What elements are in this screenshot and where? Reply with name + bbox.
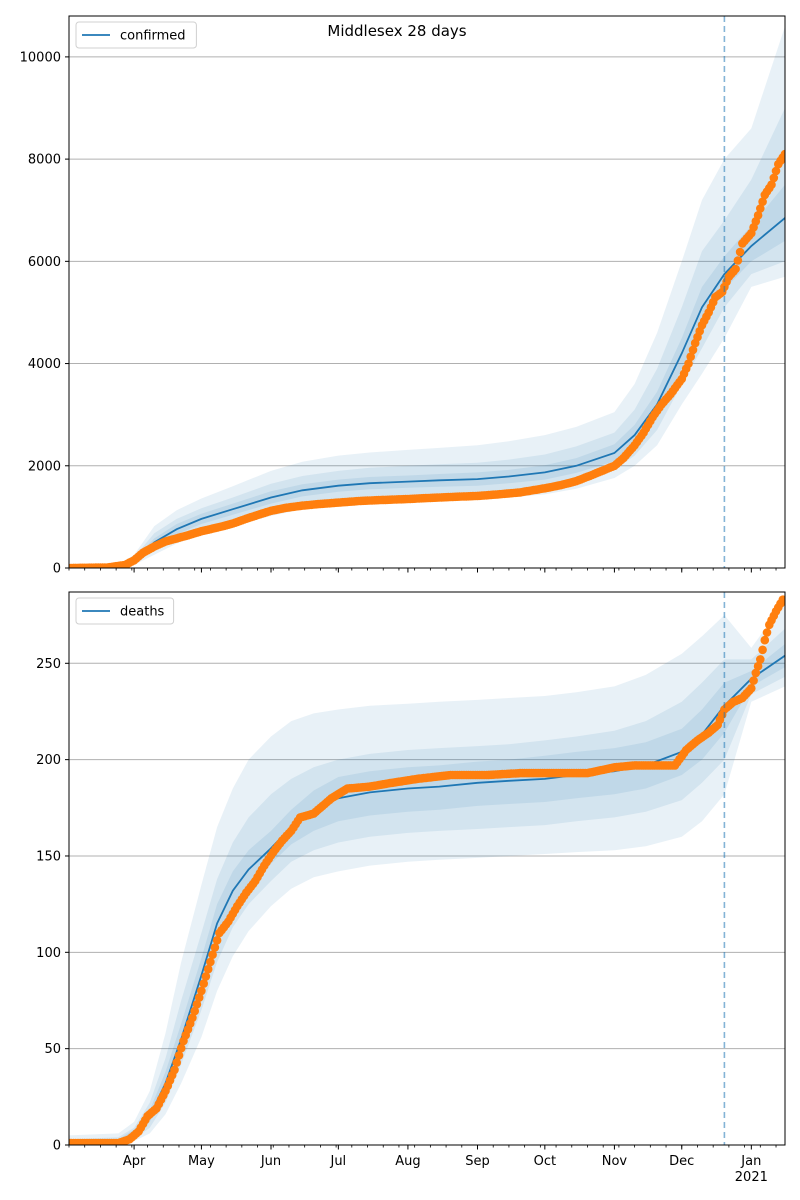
- legend-box: [75, 597, 175, 625]
- observed-point: [767, 180, 776, 189]
- x-tick-label: Jan: [740, 1154, 761, 1169]
- observed-point: [735, 247, 745, 257]
- legend-label: confirmed: [120, 29, 186, 44]
- confirmed-panel: 0 2000 4000 6000 8000 10000 confirmed: [20, 15, 786, 577]
- observed-point: [688, 345, 698, 355]
- uncertainty-band-outer: [69, 601, 785, 1145]
- y-tick-label: 200: [36, 753, 61, 768]
- x-tick-label: Aug: [395, 1154, 420, 1169]
- x-tick-label: Nov: [602, 1154, 628, 1169]
- observed-point: [760, 635, 770, 645]
- observed-point: [208, 950, 217, 959]
- y-tick-label: 50: [44, 1042, 61, 1057]
- figure-title: Middlesex 28 days: [327, 22, 466, 40]
- observed-point: [758, 645, 767, 655]
- legend-box: [75, 21, 197, 49]
- observed-point: [194, 993, 204, 1002]
- uncertainty-band-mid: [69, 108, 785, 568]
- y-tick-label: 8000: [28, 153, 61, 168]
- x-year-label: 2021: [735, 1170, 768, 1185]
- legend: deaths: [75, 597, 175, 625]
- uncertainty-band-mid: [69, 628, 785, 1145]
- plot-area: [69, 26, 785, 568]
- observed-point: [174, 1051, 184, 1060]
- uncertainty-band-outer: [69, 26, 785, 568]
- observed-point: [197, 986, 206, 996]
- deaths-panel: 0 50 100 150 200 250 Apr May Jun Jul Aug Sep Oct Nov D…: [36, 591, 786, 1185]
- observed-point: [778, 595, 785, 604]
- y-tick-label: 4000: [28, 357, 61, 372]
- y-tick-label: 100: [36, 946, 61, 961]
- observed-point: [172, 1058, 181, 1067]
- legend-label: deaths: [120, 605, 165, 620]
- x-tick-label: Dec: [669, 1154, 694, 1169]
- observed-point: [747, 684, 756, 693]
- y-tick-label: 250: [36, 657, 61, 672]
- axes-frame: [68, 15, 786, 569]
- y-tick-label: 2000: [28, 459, 61, 474]
- observed-point: [686, 352, 695, 362]
- x-tick-label: Oct: [534, 1154, 556, 1169]
- observed-point: [188, 1013, 197, 1023]
- observed-point: [170, 1065, 179, 1075]
- observed-point: [769, 173, 779, 183]
- y-tick-label: 150: [36, 849, 61, 864]
- observed-point: [756, 655, 765, 664]
- x-tick-label: Jul: [329, 1154, 346, 1169]
- y-tick-label: 0: [53, 562, 61, 577]
- axes-frame: [68, 591, 786, 1146]
- observed-point: [199, 979, 208, 988]
- plot-area: [69, 595, 785, 1145]
- observed-point: [731, 264, 740, 274]
- observed-point: [206, 957, 215, 967]
- observed-point: [733, 256, 743, 265]
- observed-point: [749, 676, 758, 685]
- observed-point: [753, 661, 763, 671]
- observed-point: [176, 1043, 186, 1053]
- x-tick-label: Apr: [123, 1154, 146, 1169]
- observed-point: [758, 197, 767, 206]
- observed-point: [780, 149, 785, 159]
- observed-point: [203, 964, 213, 974]
- observed-point: [212, 936, 222, 945]
- observed-point: [684, 359, 693, 368]
- observed-point: [192, 1000, 202, 1009]
- legend: confirmed: [75, 21, 197, 49]
- x-tick-label: Jun: [260, 1154, 281, 1169]
- y-tick-label: 6000: [28, 255, 61, 270]
- observed-point: [756, 204, 765, 213]
- x-tick-label: May: [188, 1154, 215, 1169]
- observed-point: [771, 166, 781, 176]
- observed-point: [210, 943, 220, 952]
- x-tick-label: Sep: [465, 1154, 490, 1169]
- observed-point: [751, 668, 761, 678]
- y-tick-label: 0: [53, 1139, 61, 1154]
- y-tick-label: 10000: [20, 50, 61, 65]
- observed-point: [201, 972, 211, 981]
- observed-point: [190, 1006, 199, 1016]
- observed-point: [762, 628, 772, 637]
- observed-point: [753, 211, 763, 220]
- series-line-confirmed: [69, 217, 785, 568]
